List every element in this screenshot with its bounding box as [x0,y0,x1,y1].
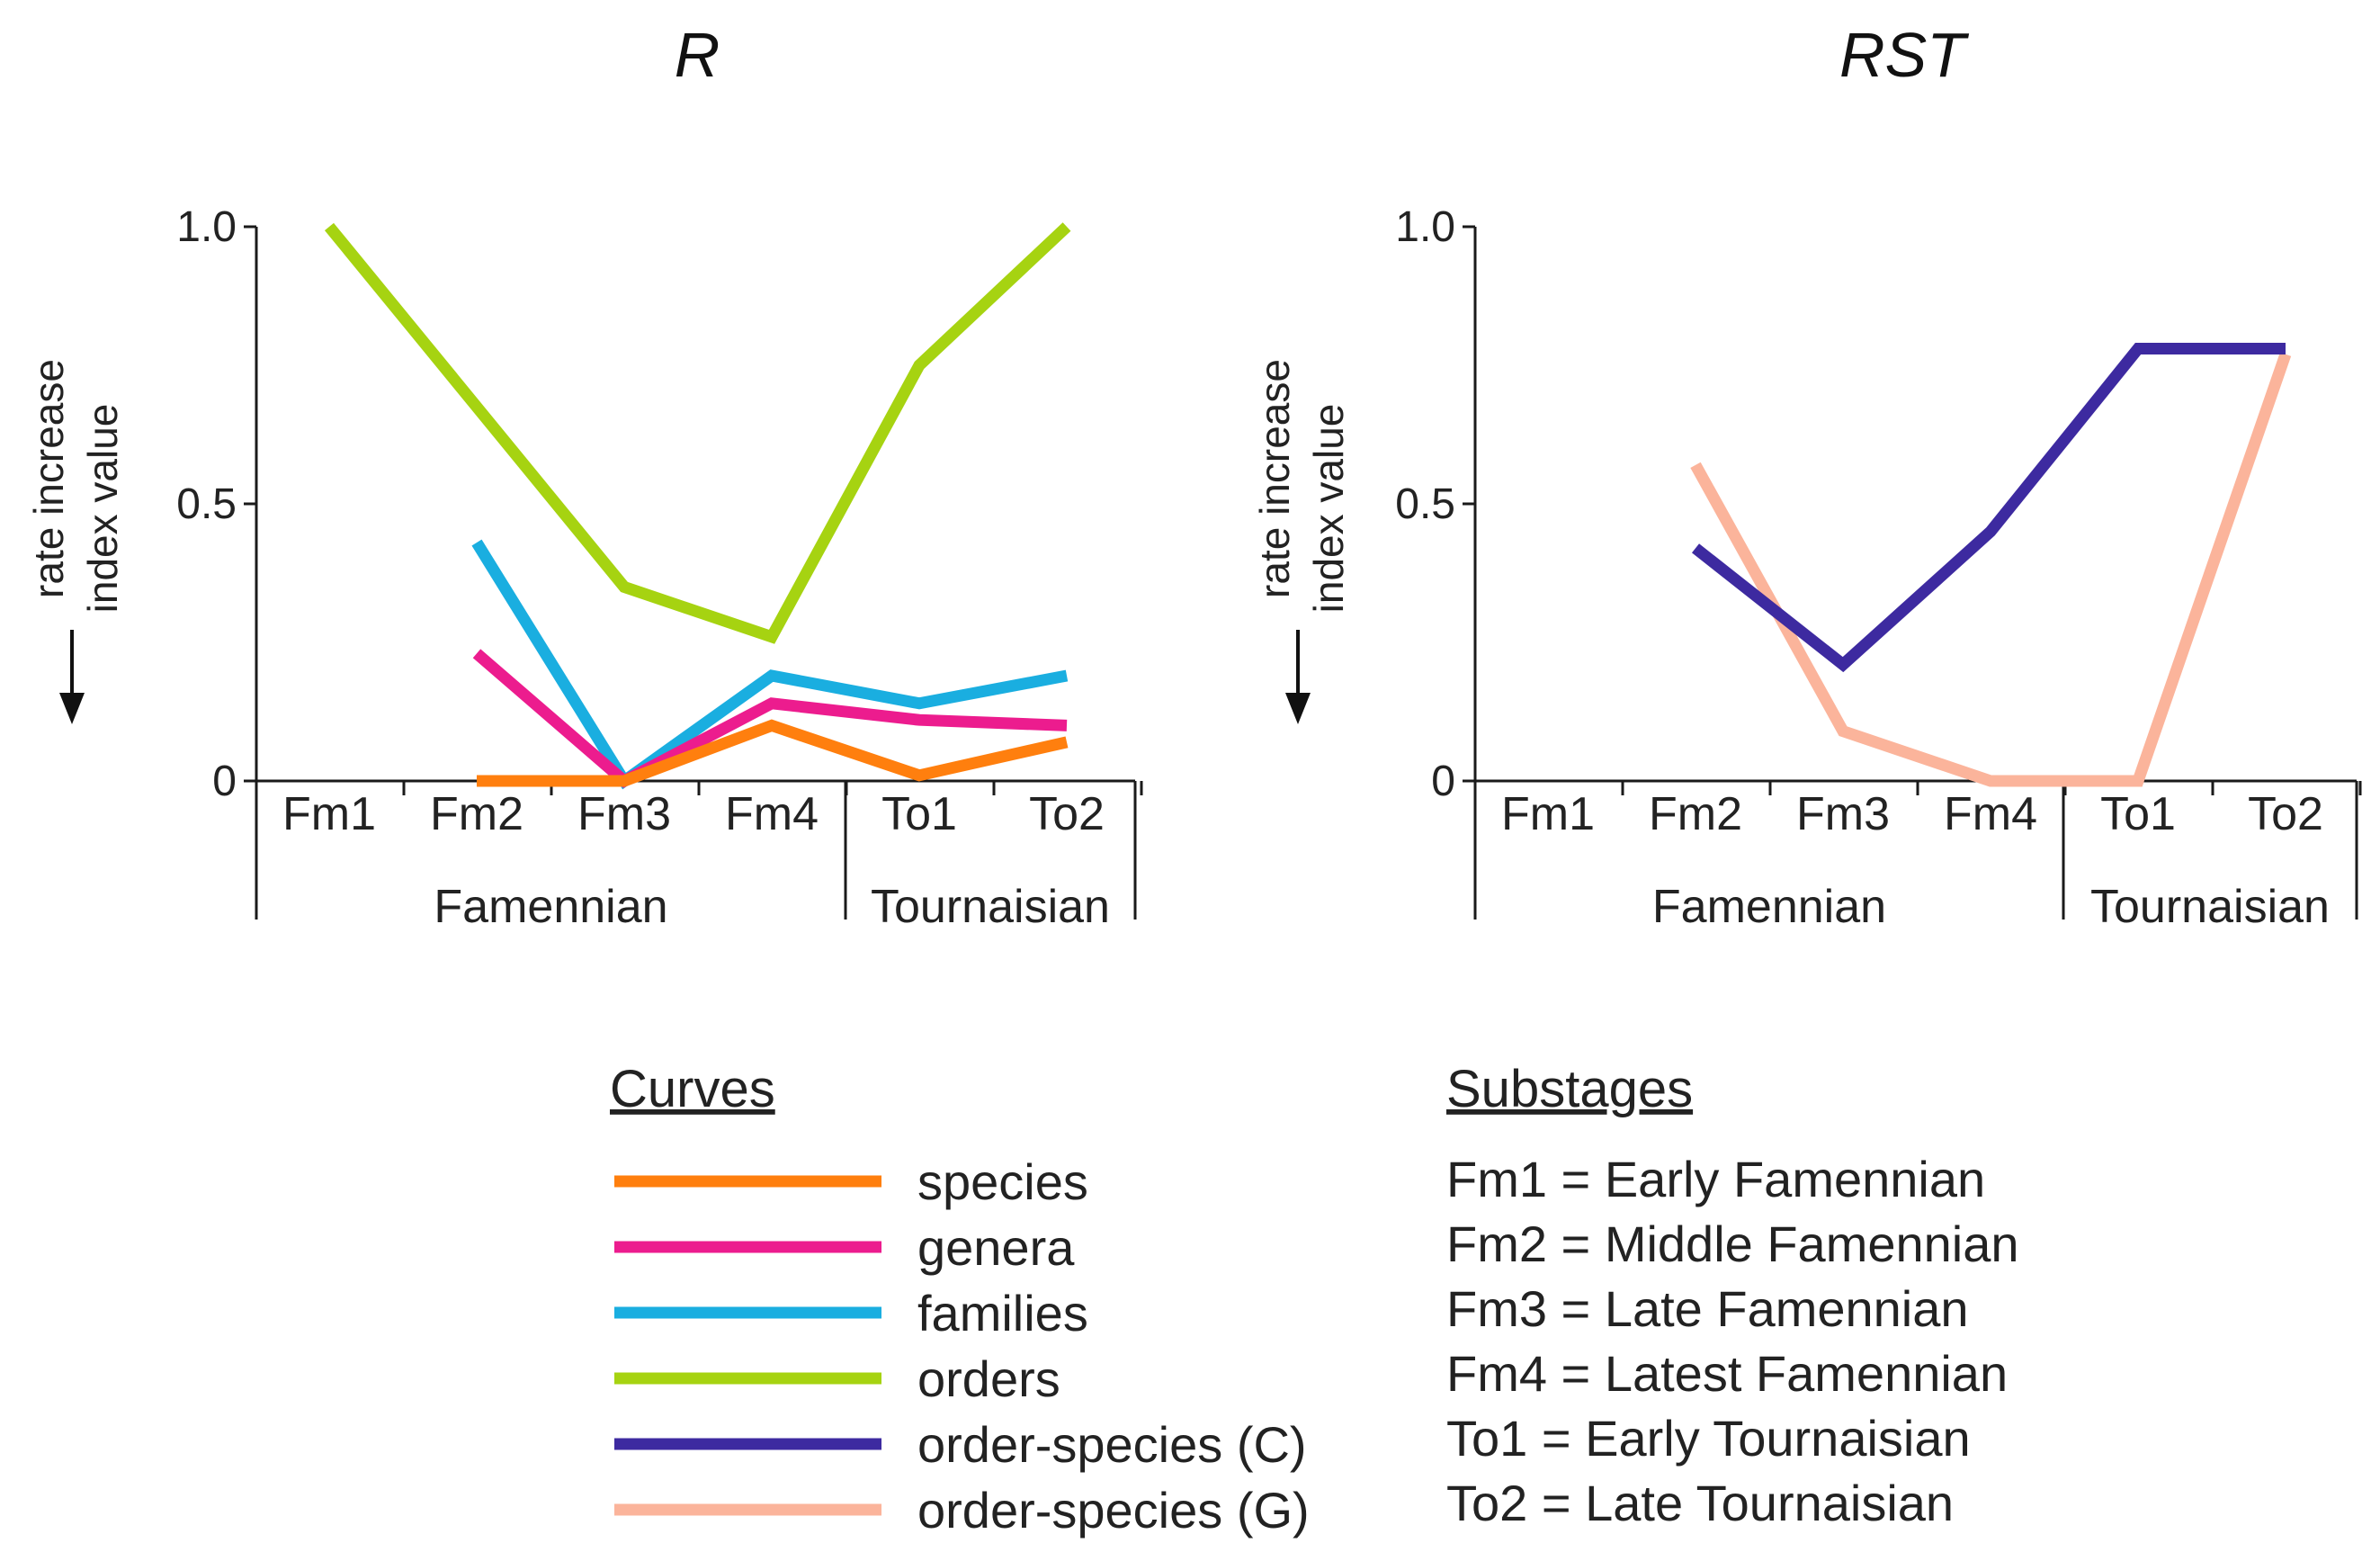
y-tick-label: 0.5 [1395,480,1455,528]
legend-label-orders: orders [917,1350,1060,1407]
y-axis-arrow-head [59,693,85,724]
series-line-families [471,539,1069,790]
substage-item: To1 = Early Tournaisian [1446,1410,1971,1467]
x-tick-label-to1: To1 [881,788,957,840]
x-tick-label-to2: To2 [1029,788,1105,840]
series-line-genera [472,649,1068,788]
x-tick-label-fm4: Fm4 [725,788,819,840]
y-tick-label: 0 [212,758,237,805]
curves-legend: Curves species genera families orders order-… [610,1060,1310,1539]
x-tick-label-to2: To2 [2248,788,2323,840]
legend-label-order-species-c: order-species (C) [917,1416,1307,1473]
y-tick-label: 0.5 [176,480,237,528]
substage-item: Fm4 = Latest Famennian [1446,1345,2008,1402]
legend-label-order-species-g: order-species (G) [917,1482,1310,1539]
group-label-famennian: Famennian [1652,881,1886,933]
legend-heading: Curves [610,1060,775,1118]
y-axis-arrow-head [1285,693,1311,724]
y-label-line-1: rate increase [1251,359,1298,598]
substage-item: Fm2 = Middle Famennian [1446,1216,2019,1272]
x-tick-label-fm1: Fm1 [1501,788,1595,840]
chart-title: RST [1839,20,1969,90]
legend-label-families: families [917,1285,1088,1341]
legend-label-species: species [917,1153,1088,1210]
x-tick-label-fm2: Fm2 [1649,788,1742,840]
chart-panel-r: R 0 0.5 1.0 Fm1 Fm2 Fm3 Fm4 To1 To2 Famennian Tourn… [25,20,1143,933]
y-label-line-2: index value [79,404,126,614]
group-label-tournaisian: Tournaisian [871,881,1110,933]
y-tick-label: 0 [1431,758,1455,805]
group-label-tournaisian: Tournaisian [2090,881,2330,933]
chart-title: R [675,20,720,90]
x-tick-label-fm3: Fm3 [1796,788,1890,840]
series-line-orders [324,222,1071,644]
substage-item: Fm1 = Early Famennian [1446,1151,1985,1207]
group-label-famennian: Famennian [434,881,667,933]
x-tick-label-fm4: Fm4 [1944,788,2037,840]
x-tick-label-fm3: Fm3 [577,788,671,840]
chart-panel-rst: RST 0 0.5 1.0 Fm1 Fm2 Fm3 Fm4 To1 To2 Famennian Tou… [1251,20,2362,933]
substage-item: To2 = Late Tournaisian [1446,1475,1954,1531]
substages-key: Substages Fm1 = Early Famennian Fm2 = Mid… [1446,1060,2019,1531]
x-tick-label-fm1: Fm1 [282,788,376,840]
legend-label-genera: genera [917,1219,1075,1276]
substages-heading: Substages [1446,1060,1693,1118]
y-tick-label: 1.0 [176,203,237,251]
series-line-order-species-c [1691,343,2286,673]
y-tick-label: 1.0 [1395,203,1455,251]
series-line-order-species-g [1690,352,2292,787]
y-axis-label: rate increase index value [25,359,126,613]
substage-item: Fm3 = Late Famennian [1446,1280,1969,1337]
y-label-line-2: index value [1305,404,1352,614]
x-tick-label-to1: To1 [2100,788,2176,840]
series-line-species [477,719,1069,787]
y-label-line-1: rate increase [25,359,72,598]
x-tick-label-fm2: Fm2 [430,788,523,840]
y-axis-label: rate increase index value [1251,359,1352,613]
